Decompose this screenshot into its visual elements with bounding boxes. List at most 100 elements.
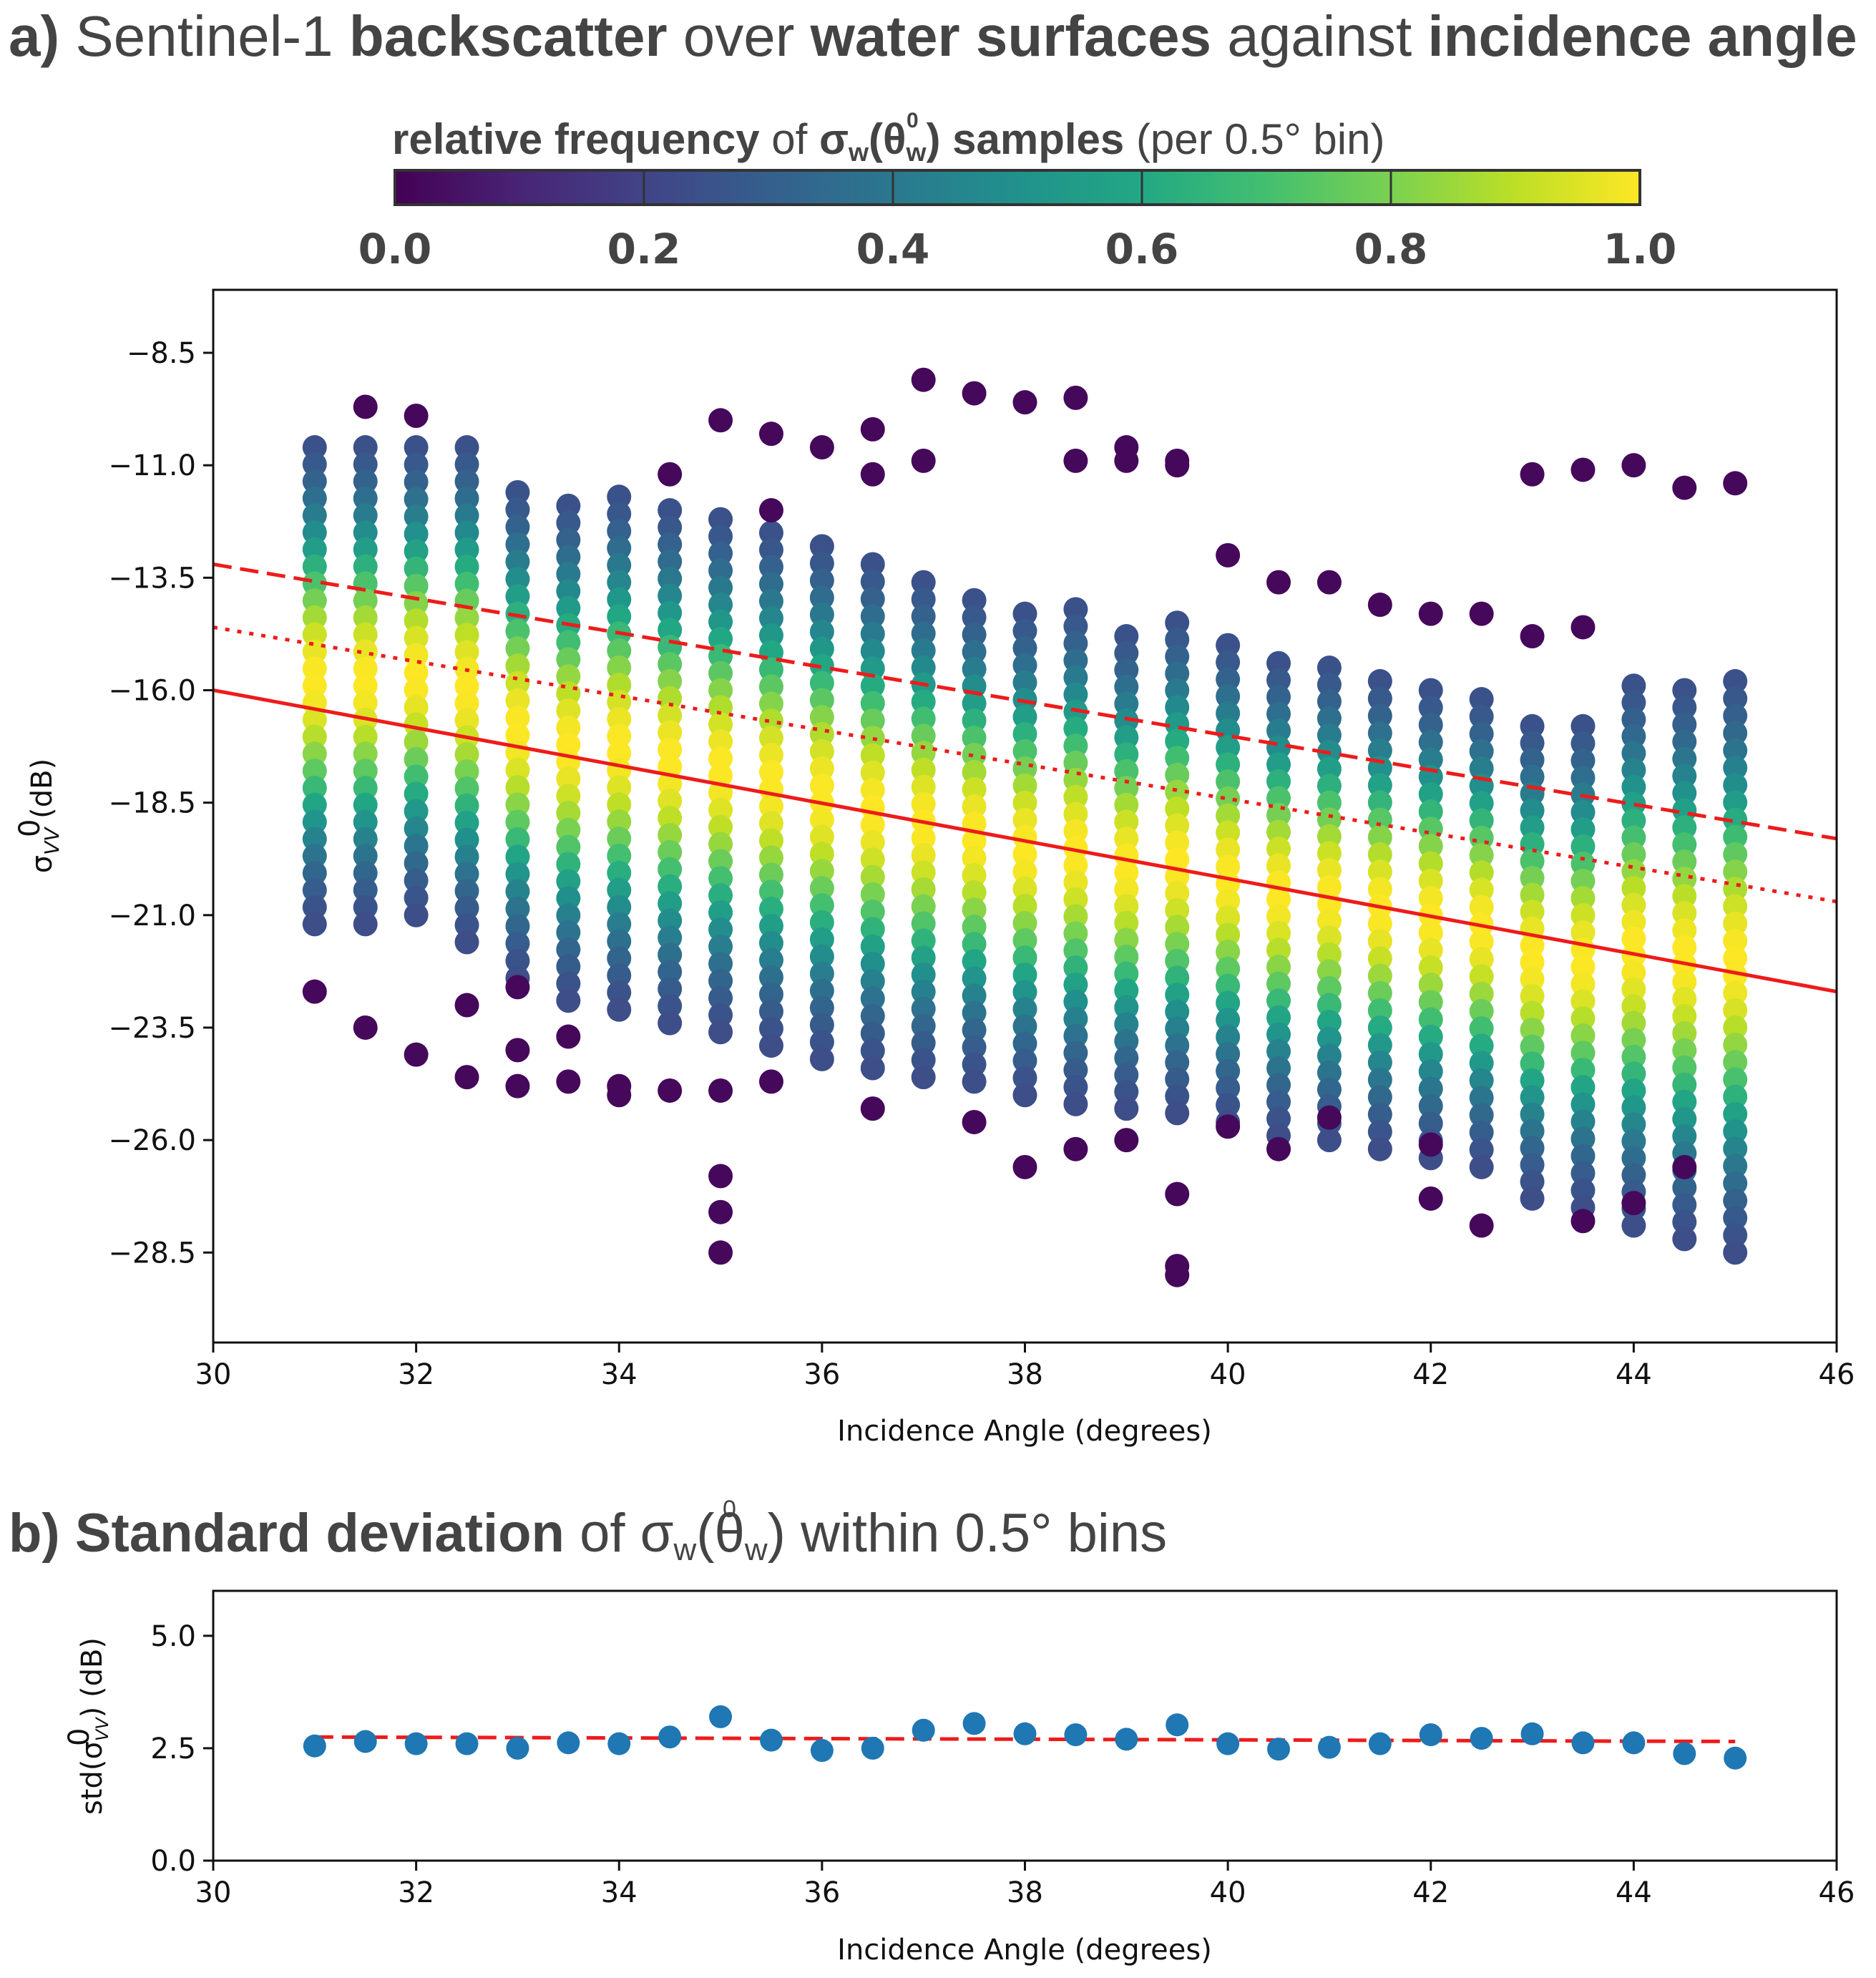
data-point — [658, 549, 683, 574]
data-point — [708, 900, 733, 925]
data-point — [1012, 945, 1037, 970]
outlier-point — [1469, 601, 1494, 626]
data-point — [1165, 983, 1190, 1008]
data-point — [1418, 990, 1443, 1015]
data-point — [1266, 1106, 1291, 1131]
data-point — [607, 518, 632, 543]
data-point — [404, 816, 429, 841]
data-point — [1469, 756, 1494, 781]
data-point — [1570, 834, 1596, 859]
data-point — [1672, 712, 1697, 737]
data-point — [962, 725, 987, 750]
data-point — [1114, 961, 1139, 986]
std-point — [557, 1731, 580, 1755]
data-point — [1469, 808, 1494, 833]
data-point — [911, 979, 936, 1004]
outlier-point — [1570, 615, 1596, 640]
panel-b-title-symbol: σ — [640, 1503, 674, 1564]
data-point — [302, 503, 327, 528]
data-point — [758, 965, 783, 990]
panel-b-title-arg-close: ) — [768, 1503, 786, 1564]
data-point — [1367, 738, 1392, 763]
data-point — [1165, 1083, 1190, 1109]
data-point — [1316, 841, 1342, 866]
data-point — [607, 535, 632, 560]
data-point — [353, 503, 378, 528]
data-point — [1316, 756, 1342, 781]
data-point — [658, 822, 683, 847]
data-point — [1367, 1015, 1392, 1041]
data-point — [1723, 807, 1748, 832]
data-point — [302, 435, 327, 460]
data-point — [556, 800, 581, 825]
data-point — [1418, 1024, 1443, 1049]
data-point — [607, 843, 632, 868]
outlier-point — [1672, 1154, 1697, 1179]
data-point — [809, 671, 834, 696]
panel-a-ylabel-sub: VV — [40, 827, 64, 855]
std-point — [759, 1728, 783, 1752]
data-point — [1266, 701, 1291, 726]
data-point — [758, 999, 783, 1024]
data-point — [962, 708, 987, 733]
data-point — [860, 986, 885, 1011]
std-point — [506, 1736, 529, 1760]
data-point — [1063, 921, 1088, 946]
data-point — [962, 691, 987, 716]
data-point — [1114, 725, 1139, 750]
data-point — [1520, 1119, 1545, 1144]
data-point — [1621, 876, 1646, 901]
data-point — [1266, 651, 1291, 676]
data-point — [758, 947, 783, 973]
data-point — [1063, 682, 1088, 707]
data-point — [1723, 859, 1748, 885]
data-point — [860, 829, 885, 854]
data-point — [911, 706, 936, 731]
data-point — [607, 604, 632, 629]
data-point — [1216, 1041, 1241, 1066]
data-point — [1621, 673, 1646, 698]
data-point — [809, 585, 834, 610]
data-point — [1316, 1010, 1342, 1035]
x-tick-label: 46 — [1819, 1358, 1855, 1391]
data-point — [1367, 859, 1392, 885]
panel-b-title-tail: within 0.5° bins — [786, 1503, 1167, 1564]
data-point — [962, 829, 987, 854]
data-point — [1063, 1006, 1088, 1031]
data-point — [860, 812, 885, 837]
data-point — [1063, 767, 1088, 792]
data-point — [1418, 1093, 1443, 1119]
x-tick-label: 40 — [1210, 1358, 1246, 1391]
data-point — [708, 712, 733, 737]
data-point — [1063, 1074, 1088, 1099]
data-point — [1165, 813, 1190, 838]
data-point — [658, 960, 683, 985]
data-point — [1114, 658, 1139, 683]
data-point — [1723, 668, 1748, 693]
data-point — [708, 814, 733, 839]
data-point — [454, 895, 479, 920]
data-point — [1165, 644, 1190, 669]
data-point — [607, 912, 632, 937]
x-tick-label: 38 — [1007, 1876, 1043, 1909]
data-point — [758, 605, 783, 630]
outlier-point — [505, 1038, 530, 1063]
data-point — [1520, 1018, 1545, 1043]
data-point — [1063, 836, 1088, 861]
outlier-point — [404, 1042, 429, 1067]
data-point — [1520, 815, 1545, 840]
data-point — [1723, 1015, 1748, 1040]
data-point — [302, 844, 327, 869]
data-point — [911, 945, 936, 970]
data-point — [607, 587, 632, 612]
x-tick-label: 36 — [803, 1876, 840, 1909]
data-point — [1165, 678, 1190, 703]
title-part-1: backscatter — [349, 4, 668, 68]
data-point — [860, 934, 885, 959]
panel-a-points — [302, 367, 1748, 1287]
data-point — [1672, 969, 1697, 994]
data-point — [302, 639, 327, 664]
x-tick-label: 30 — [195, 1876, 232, 1909]
x-tick-label: 36 — [803, 1358, 840, 1391]
std-point — [1216, 1732, 1240, 1755]
